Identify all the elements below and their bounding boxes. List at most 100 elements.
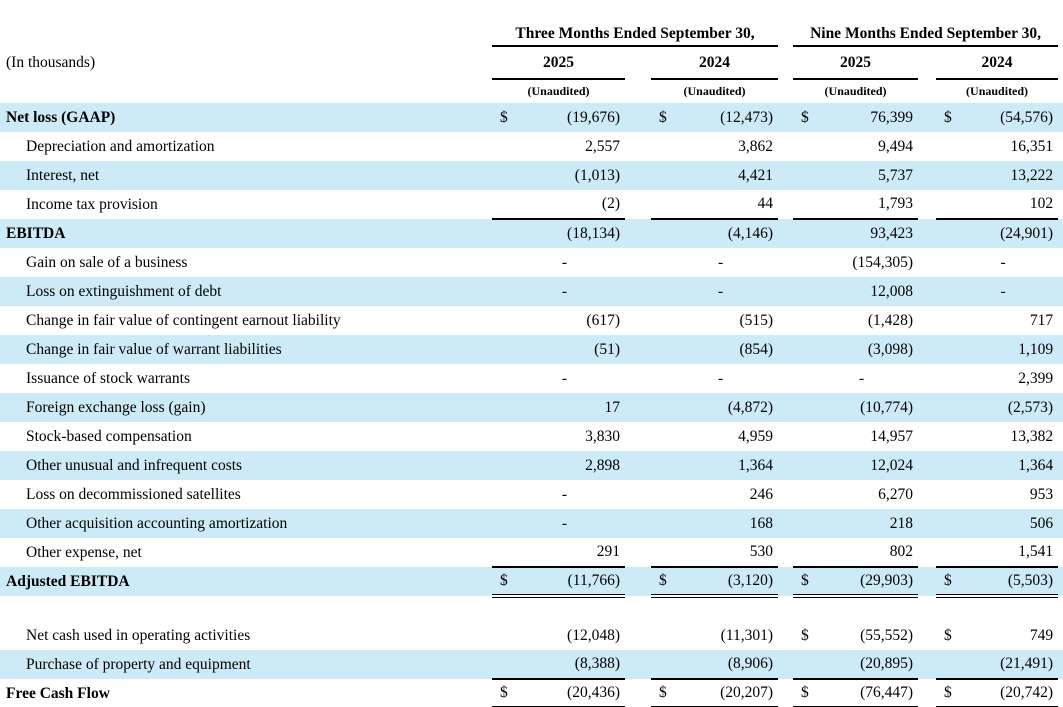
column-gap: [625, 480, 651, 509]
currency-symbol: $: [651, 679, 677, 707]
unaudited-label: (Unaudited): [683, 83, 746, 98]
column-gap: [625, 650, 651, 679]
row-label: Other acquisition accounting amortizatio…: [0, 509, 492, 538]
column-gap: [918, 567, 937, 596]
table-row: Net loss (GAAP) $ (19,676) $ (12,473) $76,399…: [0, 103, 1063, 132]
header-spacer: [0, 79, 492, 103]
column-gap: [778, 422, 793, 451]
currency-symbol: [793, 364, 819, 393]
currency-symbol: [492, 480, 518, 509]
currency-symbol: [492, 248, 518, 277]
value-cell: (617): [586, 311, 620, 329]
currency-symbol: [936, 306, 962, 335]
value-cell: (21,491): [962, 650, 1059, 680]
right-pad: [1058, 306, 1063, 335]
value-cell: (20,436): [518, 679, 625, 707]
column-gap: [918, 161, 937, 190]
value-cell: (55,552): [860, 626, 914, 644]
currency-symbol: [492, 596, 518, 621]
year-header-row: (In thousands) 2025 2024 2025 2024: [0, 46, 1063, 80]
table-row: Change in fair value of contingent earno…: [0, 306, 1063, 335]
currency-symbol: $: [793, 679, 820, 707]
column-gap: [918, 190, 936, 219]
period-group-row: Three Months Ended September 30, Nine Mo…: [0, 0, 1063, 47]
currency-symbol: [492, 277, 518, 306]
value-cell: 2,399: [1018, 369, 1054, 387]
currency-symbol: [492, 538, 518, 568]
column-gap: [625, 451, 651, 480]
value-cell: 102: [962, 190, 1059, 220]
currency-symbol: [651, 277, 677, 306]
value-cell: (12,473): [677, 103, 779, 132]
column-gap: [918, 132, 936, 161]
right-pad: [1058, 567, 1063, 596]
column-gap: [625, 132, 651, 161]
value-cell: (1,013): [518, 161, 625, 190]
column-gap: [918, 364, 936, 393]
value-cell: 530: [677, 538, 779, 568]
column-gap: [625, 103, 651, 132]
column-gap: [625, 190, 651, 219]
table-row: Adjusted EBITDA $ (11,766) $ (3,120) $ (29,903…: [0, 567, 1063, 598]
table-row: Other expense, net 291 530 802 1,541: [0, 538, 1063, 568]
currency-symbol: [651, 306, 677, 335]
value-cell: 1,109: [962, 335, 1059, 364]
column-gap: [778, 451, 794, 480]
row-label: EBITDA: [0, 219, 492, 248]
currency-symbol: [936, 219, 963, 248]
currency-symbol: [651, 393, 677, 422]
currency-symbol: [793, 277, 820, 306]
column-gap: [625, 621, 651, 650]
column-gap: [625, 277, 651, 306]
value-cell: 17: [518, 393, 625, 422]
column-gap: [625, 306, 651, 335]
currency-symbol: [651, 190, 677, 220]
column-gap: [918, 422, 936, 451]
value-cell: (18,134): [518, 219, 625, 248]
column-gap: [625, 364, 651, 393]
value-cell: -: [717, 369, 724, 387]
value-cell: -: [561, 369, 568, 387]
value-cell: (20,895): [819, 650, 919, 680]
value-cell: (3,098): [819, 335, 919, 364]
right-pad: [1058, 248, 1063, 277]
table-body: Net loss (GAAP) $ (19,676) $ (12,473) $76,399…: [0, 103, 1063, 707]
column-gap: [918, 219, 937, 248]
row-label: Change in fair value of warrant liabilit…: [0, 335, 492, 364]
right-pad: [1058, 650, 1063, 679]
right-pad: [1058, 219, 1063, 248]
column-gap: [778, 219, 794, 248]
column-gap: [918, 248, 936, 277]
column-gap: [778, 679, 793, 707]
table-row: Interest, net (1,013) 4,421 5,737 13,222: [0, 161, 1063, 190]
value-cell: 4,959: [738, 427, 774, 445]
row-label: [0, 596, 492, 621]
column-gap: [778, 596, 793, 621]
currency-symbol: [793, 132, 819, 161]
currency-symbol: [793, 509, 820, 538]
currency-symbol: [793, 335, 820, 364]
column-gap: [778, 393, 794, 422]
currency-symbol: [492, 161, 518, 190]
table-row: Issuance of stock warrants - - - 2,399: [0, 364, 1063, 393]
value-cell: -: [518, 509, 625, 538]
row-label: Adjusted EBITDA: [0, 567, 492, 596]
right-pad: [1058, 190, 1063, 219]
table-row: Income tax provision (2) 44 1,793 102: [0, 190, 1063, 220]
value-cell: (12,048): [567, 626, 620, 644]
currency-symbol: [793, 219, 820, 248]
value-cell: 13,222: [962, 161, 1059, 190]
currency-symbol: [936, 650, 963, 680]
column-gap: [918, 306, 936, 335]
column-gap: [778, 621, 793, 650]
value-cell: (154,305): [852, 253, 914, 271]
table-row: Depreciation and amortization 2,557 3,862 9…: [0, 132, 1063, 161]
right-pad: [1058, 509, 1063, 538]
currency-symbol: [936, 364, 962, 393]
row-label: Foreign exchange loss (gain): [0, 393, 492, 422]
value-cell: (5,503): [962, 567, 1059, 598]
currency-symbol: $: [793, 567, 820, 598]
value-cell: 168: [677, 509, 779, 538]
currency-symbol: [651, 621, 677, 650]
right-pad: [1058, 335, 1063, 364]
